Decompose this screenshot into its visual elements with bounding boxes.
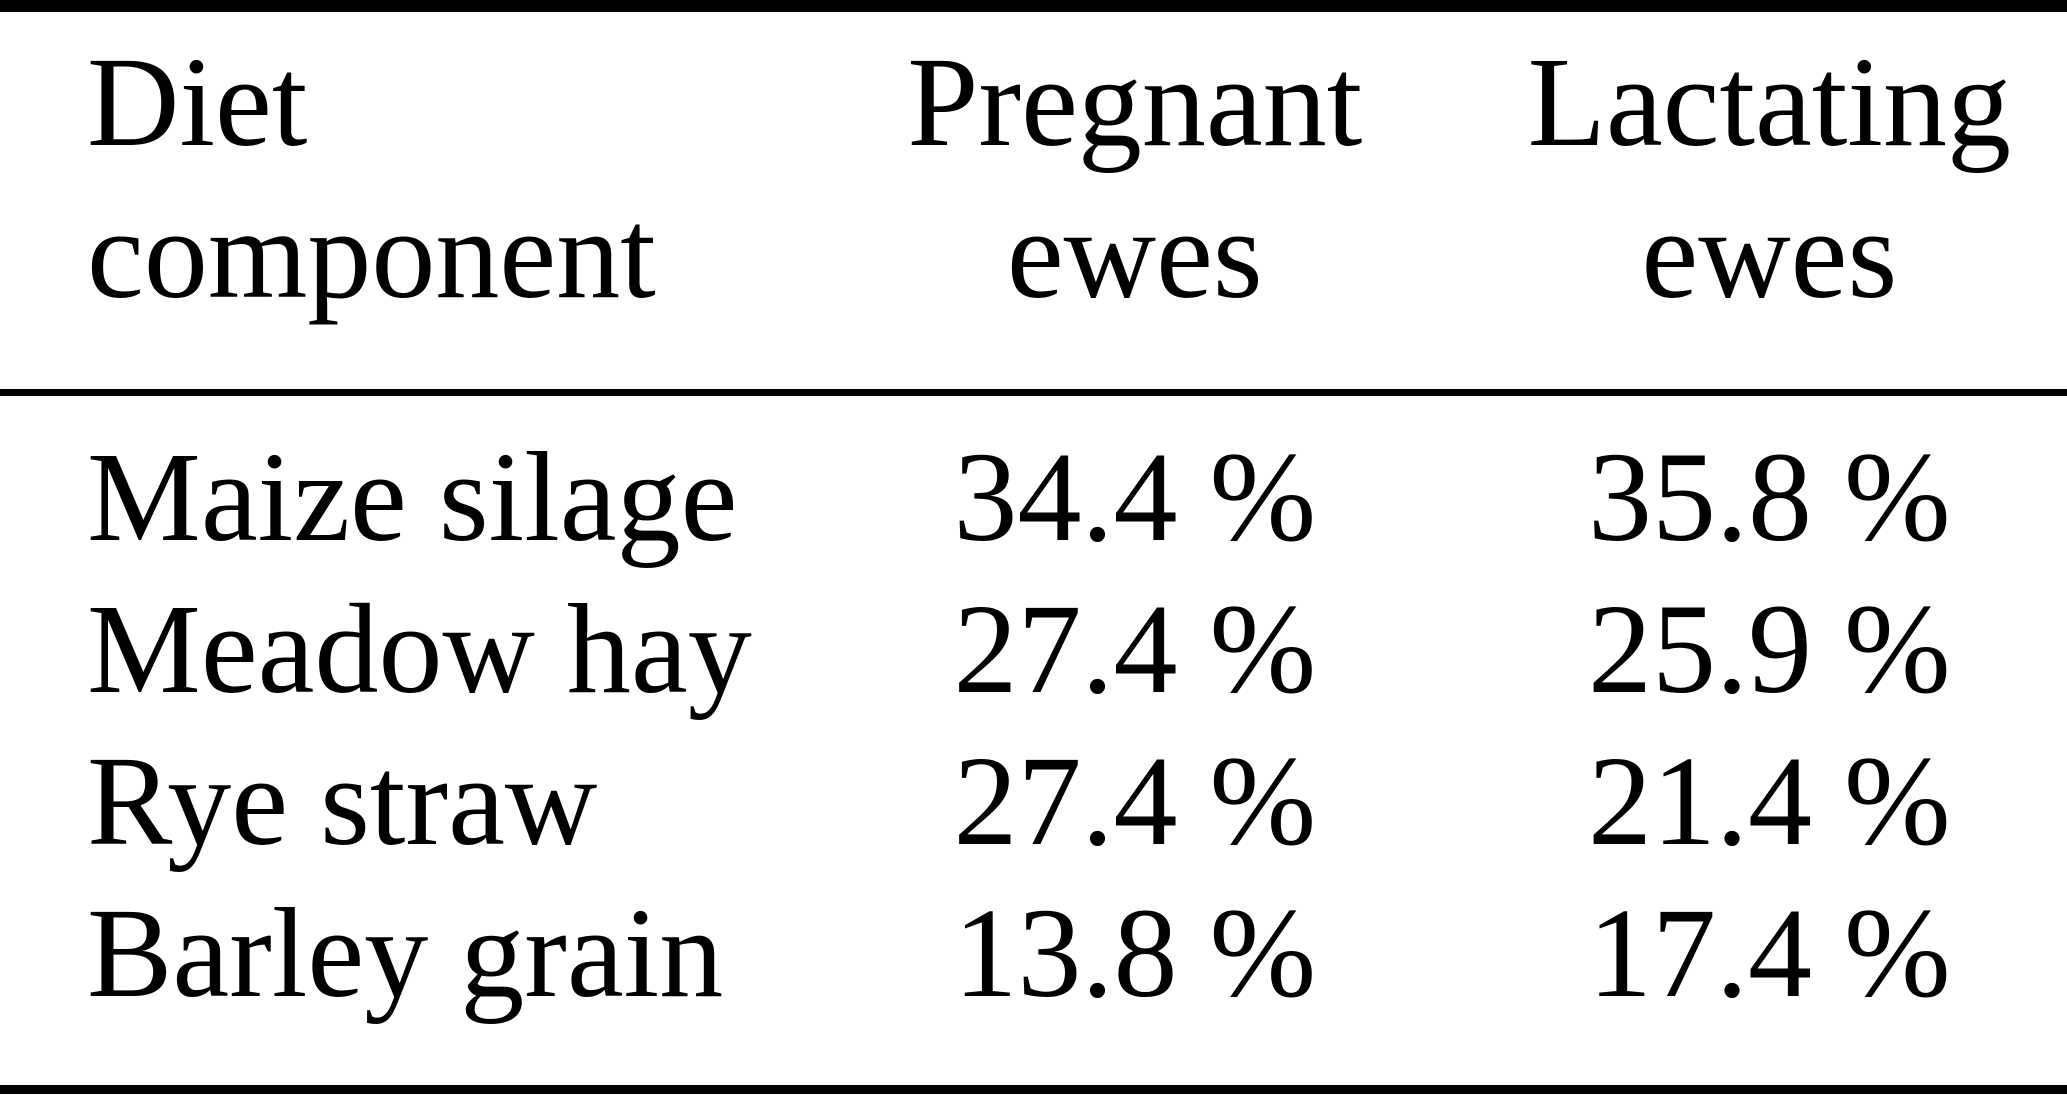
pregnant-value-cell: 27.4 %: [953, 730, 1317, 872]
lactating-value-cell: 21.4 %: [1588, 730, 1951, 872]
header-pregnant-ewes: Pregnant ewes: [798, 26, 1472, 330]
lactating-value-cell: 25.9 %: [1588, 578, 1951, 720]
table-top-rule: [0, 0, 2067, 12]
header-diet-component-line1: Diet: [87, 31, 308, 173]
table-body: Maize silage 34.4 % 35.8 % Meadow hay 27…: [0, 421, 2067, 1029]
lactating-value-cell: 17.4 %: [1588, 882, 1951, 1024]
header-lactating-ewes-line2: ewes: [1641, 183, 1898, 325]
pregnant-value-cell: 34.4 %: [953, 426, 1317, 568]
table-bottom-rule: [0, 1085, 2067, 1094]
lactating-value-cell: 35.8 %: [1588, 426, 1951, 568]
header-pregnant-ewes-line1: Pregnant: [907, 31, 1363, 173]
diet-component-cell: Maize silage: [87, 426, 738, 568]
header-diet-component-line2: component: [87, 183, 656, 325]
diet-component-cell: Rye straw: [87, 730, 598, 872]
table-header-rule: [0, 389, 2067, 396]
header-diet-component: Diet component: [0, 26, 798, 330]
header-lactating-ewes-line1: Lactating: [1527, 31, 2011, 173]
diet-component-cell: Barley grain: [87, 882, 724, 1024]
table-header: Diet component Pregnant ewes Lactating e…: [0, 26, 2067, 330]
pregnant-value-cell: 27.4 %: [953, 578, 1317, 720]
pregnant-value-cell: 13.8 %: [953, 882, 1317, 1024]
header-pregnant-ewes-line2: ewes: [1006, 183, 1263, 325]
header-lactating-ewes: Lactating ewes: [1472, 26, 2067, 330]
diet-component-cell: Meadow hay: [87, 578, 752, 720]
